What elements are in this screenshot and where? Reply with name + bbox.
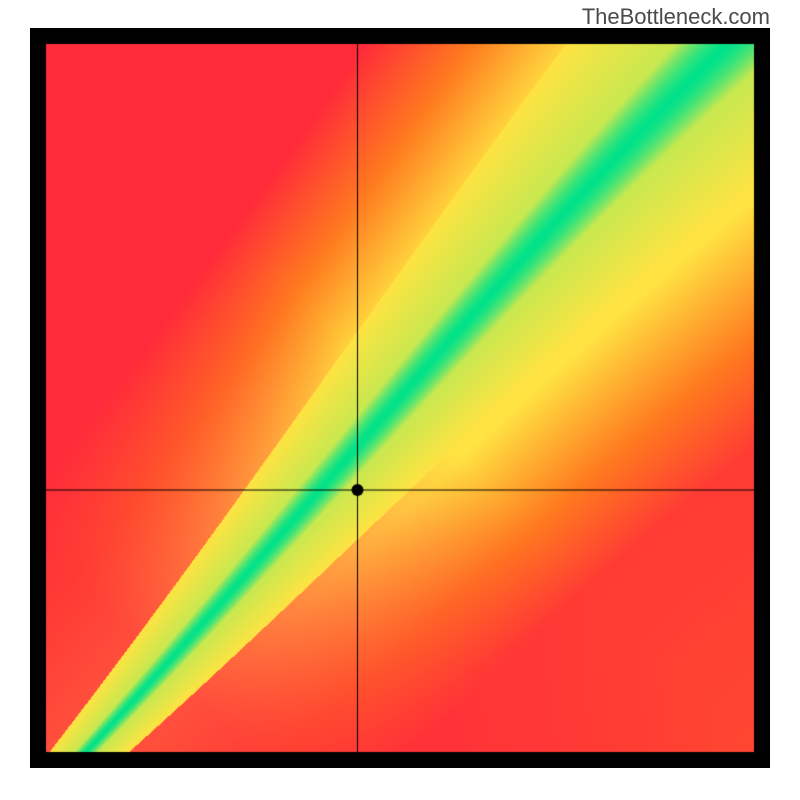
watermark-text: TheBottleneck.com <box>582 4 770 30</box>
heatmap-canvas <box>30 28 770 768</box>
heatmap-chart <box>30 28 770 768</box>
chart-container: TheBottleneck.com <box>0 0 800 800</box>
